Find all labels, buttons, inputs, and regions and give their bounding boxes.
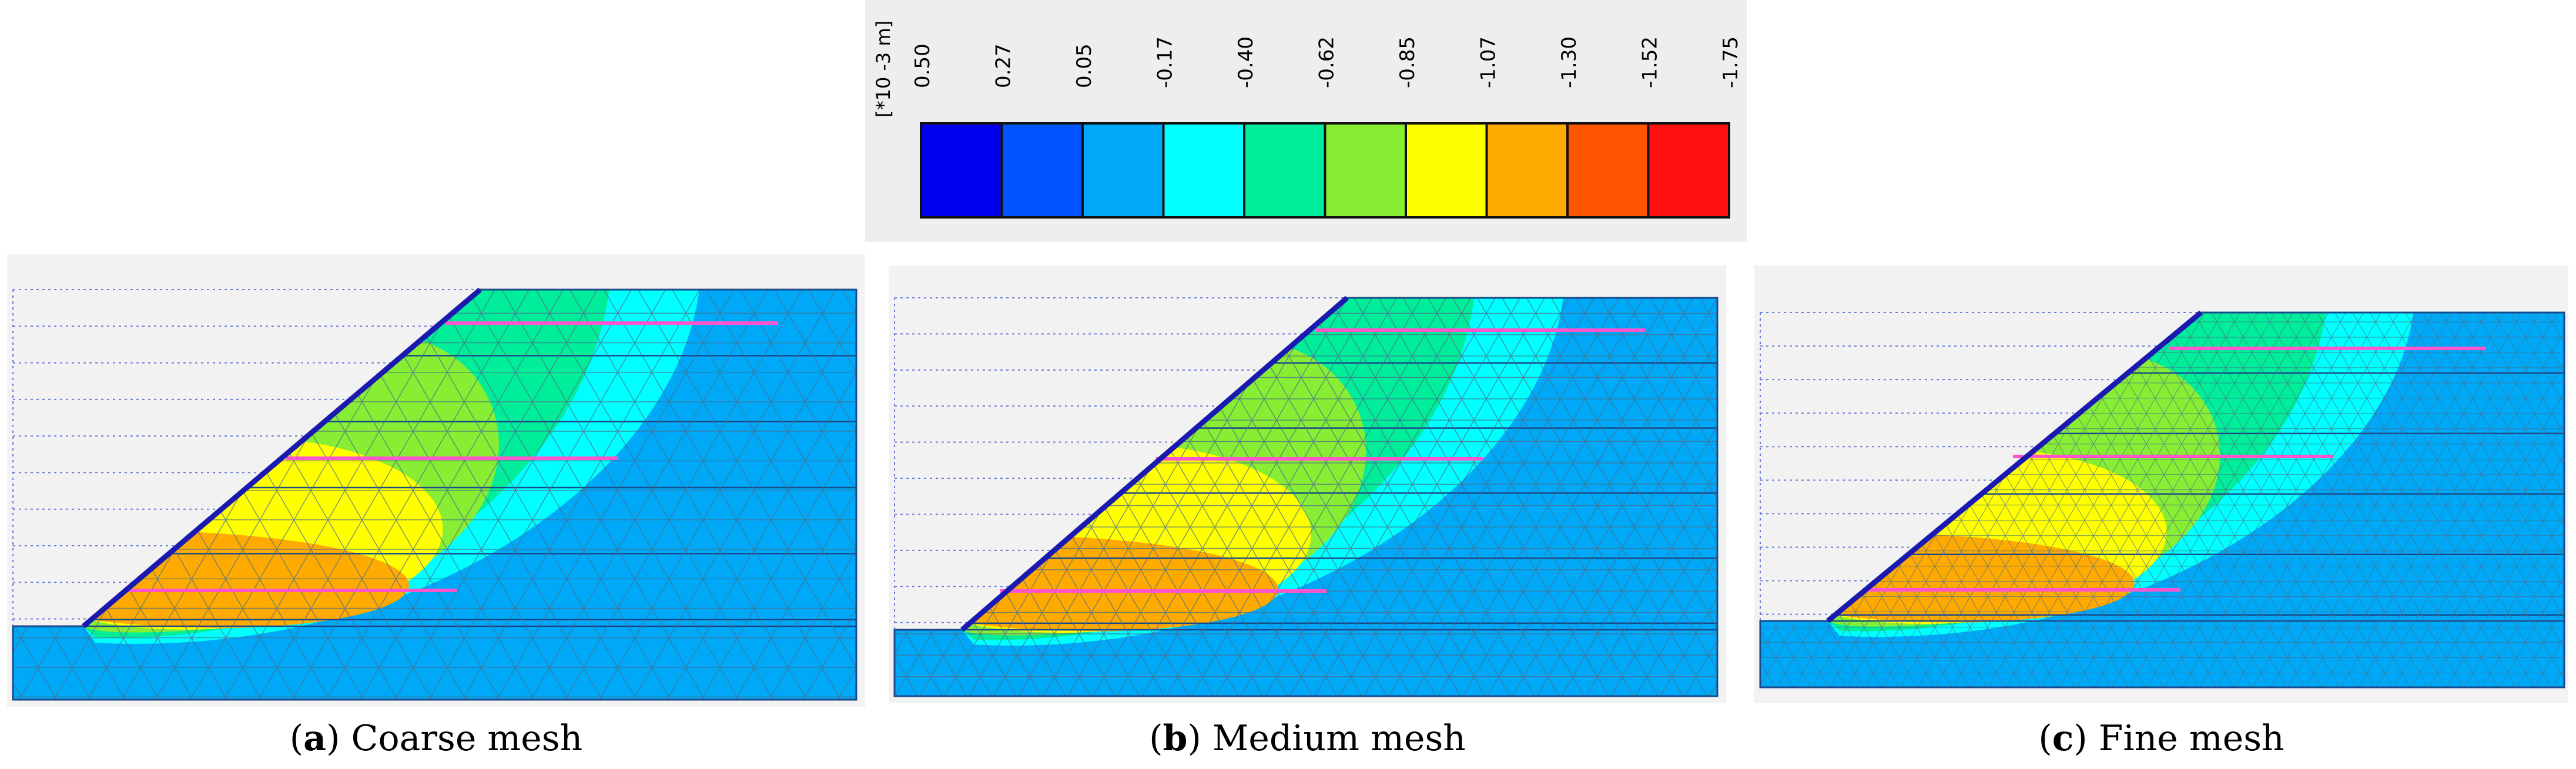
panel-coarse-mesh — [7, 254, 865, 707]
legend-tick-label: 0.05 — [1073, 43, 1096, 88]
slope-model-fine — [1759, 310, 2565, 689]
legend-graphic: 0.50 0.27 0.05 -0.17 -0.40 -0.62 -0.85 -1.07 -1.… — [872, 21, 1743, 219]
legend-swatch — [1324, 122, 1407, 219]
slope-facing — [1826, 310, 2203, 623]
color-legend: 0.50 0.27 0.05 -0.17 -0.40 -0.62 -0.85 -1.07 -1.… — [865, 0, 1747, 242]
legend-swatch — [1081, 122, 1165, 219]
legend-tick-label: -0.62 — [1315, 36, 1339, 88]
slope-model-medium — [893, 295, 1719, 697]
legend-swatch — [920, 122, 1003, 219]
caption-a: (a) Coarse mesh — [289, 718, 583, 759]
legend-swatch — [1485, 122, 1569, 219]
legend-tick-label: -1.30 — [1557, 36, 1581, 88]
panel-fine-mesh — [1754, 266, 2568, 703]
legend-tick-label: -1.52 — [1639, 36, 1662, 88]
legend-tick-label: -0.40 — [1234, 36, 1258, 88]
legend-swatch — [1000, 122, 1084, 219]
legend-swatch — [1647, 122, 1730, 219]
caption-c: (c) Fine mesh — [2038, 718, 2284, 759]
caption-b: (b) Medium mesh — [1149, 718, 1466, 759]
slope-facing — [82, 287, 482, 629]
legend-tick-label: -1.75 — [1719, 36, 1743, 88]
panel-medium-mesh — [889, 266, 1726, 703]
legend-swatch — [1243, 122, 1326, 219]
legend-unit-label: [*10 -3 m] — [872, 21, 895, 117]
legend-swatch — [1405, 122, 1488, 219]
slope-facing — [960, 295, 1349, 632]
legend-tick-label: -0.17 — [1154, 36, 1177, 88]
legend-tick-label: -1.07 — [1477, 36, 1500, 88]
slope-model-coarse — [12, 287, 857, 701]
legend-swatch — [1162, 122, 1245, 219]
legend-tick-label: -0.85 — [1396, 36, 1419, 88]
legend-tick-label: 0.27 — [992, 43, 1016, 88]
legend-tick-label: 0.50 — [911, 43, 934, 88]
legend-swatch — [1566, 122, 1650, 219]
displacement-contour-band — [1835, 535, 2135, 623]
